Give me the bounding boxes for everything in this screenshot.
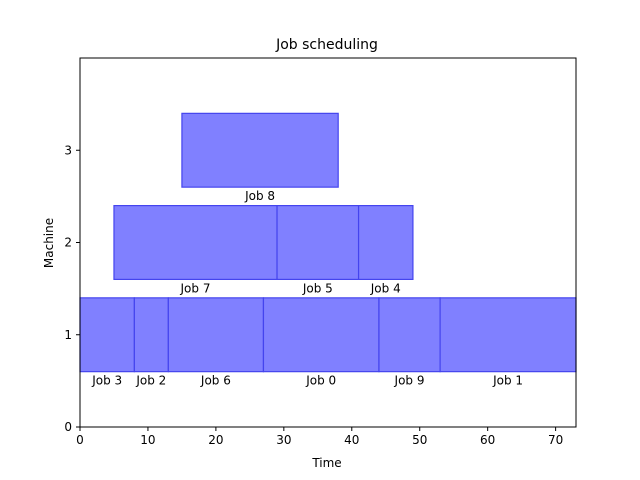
bar-label: Job 8 xyxy=(244,189,275,203)
bar-label: Job 4 xyxy=(370,281,401,295)
x-tick-label: 60 xyxy=(480,433,495,447)
x-tick-label: 50 xyxy=(412,433,427,447)
bar-job-6 xyxy=(167,297,265,373)
bar-label: Job 6 xyxy=(200,374,231,388)
bar-job-0 xyxy=(262,297,380,373)
bar-label: Job 1 xyxy=(492,374,523,388)
y-tick-label: 0 xyxy=(64,420,72,434)
bar-job-9 xyxy=(378,297,441,373)
x-ticks: 0 10 20 30 40 50 60 70 xyxy=(76,427,563,447)
bar-job-5 xyxy=(276,205,360,281)
bar-label: Job 5 xyxy=(302,281,333,295)
x-tick-label: 30 xyxy=(276,433,291,447)
bars-layer xyxy=(79,112,577,373)
bar-label: Job 3 xyxy=(91,374,122,388)
x-tick-label: 70 xyxy=(548,433,563,447)
y-tick-label: 1 xyxy=(64,328,72,342)
bar-label: Job 7 xyxy=(180,281,211,295)
x-tick-label: 20 xyxy=(208,433,223,447)
x-axis-label: Time xyxy=(311,456,341,470)
bar-job-7 xyxy=(113,205,278,281)
y-axis-label: Machine xyxy=(42,218,56,268)
y-tick-label: 2 xyxy=(64,236,72,250)
bar-label: Job 9 xyxy=(394,374,425,388)
bar-label: Job 2 xyxy=(135,374,166,388)
bar-job-2 xyxy=(133,297,169,373)
bar-job-4 xyxy=(357,205,414,281)
bar-job-1 xyxy=(439,297,577,373)
bar-label: Job 0 xyxy=(305,374,336,388)
chart-title: Job scheduling xyxy=(275,37,378,53)
y-ticks: 0 1 2 3 xyxy=(64,143,80,434)
x-tick-label: 40 xyxy=(344,433,359,447)
y-tick-label: 3 xyxy=(64,143,72,157)
x-tick-label: 10 xyxy=(140,433,155,447)
bar-job-3 xyxy=(79,297,135,373)
bar-labels-layer: Job 3 Job 2 Job 6 Job 0 Job 9 Job 1 Job 7 Job 5… xyxy=(91,189,523,388)
x-tick-label: 0 xyxy=(76,433,84,447)
bar-job-8 xyxy=(181,112,339,188)
